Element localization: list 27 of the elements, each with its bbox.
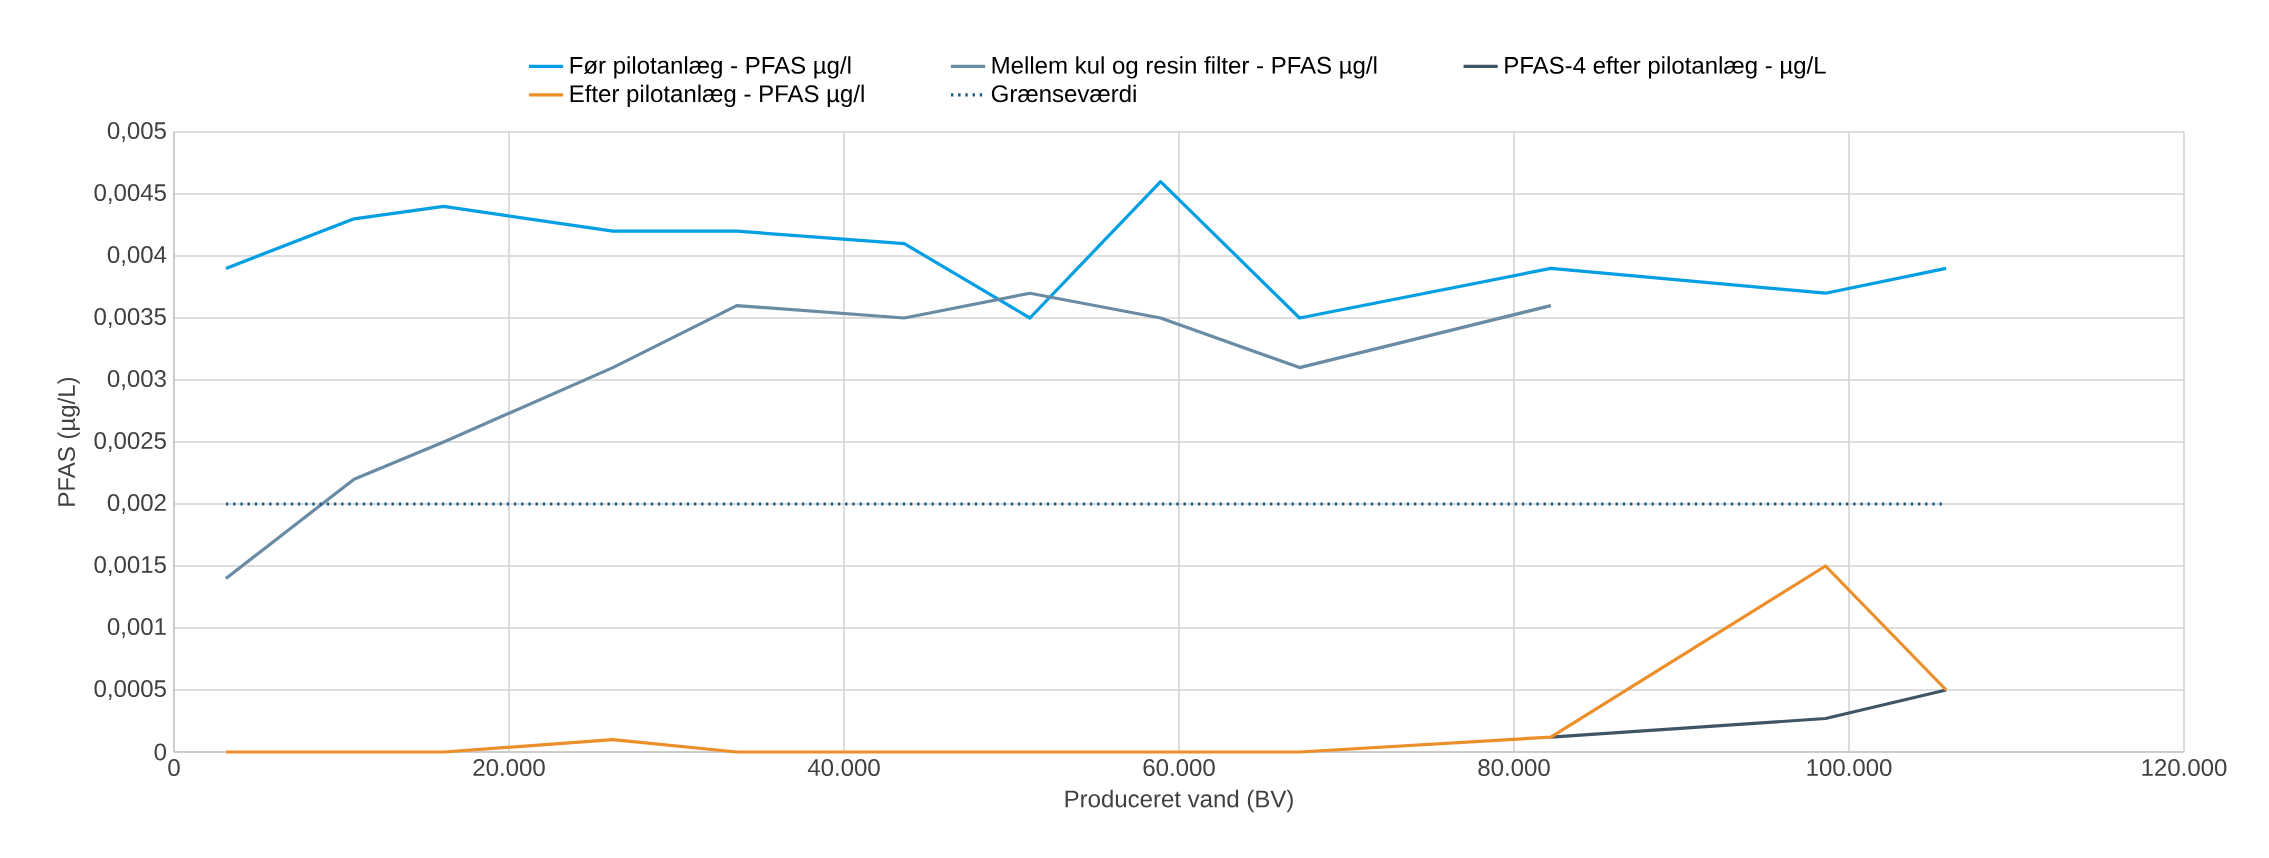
x-tick-label: 0: [168, 759, 180, 777]
x-tick-label: 80.000: [1478, 759, 1550, 777]
y-tick-label: 0,004: [107, 246, 167, 266]
y-tick-label: 0,002: [107, 494, 166, 514]
x-axis-title: Produceret vand (BV): [1065, 789, 1293, 813]
x-tick-label: 40.000: [807, 759, 880, 777]
legend-label: Før pilotanlæg - PFAS µg/l: [570, 56, 851, 79]
x-tick-label: 60.000: [1143, 759, 1215, 777]
line-series: [224, 291, 1553, 580]
y-axis-title: PFAS (µg/L): [57, 377, 80, 506]
x-tick-label: 20.000: [473, 759, 545, 777]
line-series: [224, 180, 1948, 320]
y-tick-label: 0,0015: [94, 556, 166, 576]
y-tick-label: 0,0005: [94, 680, 166, 700]
y-tick-label: 0,005: [107, 122, 166, 142]
legend-label: Mellem kul og resin filter - PFAS µg/l: [992, 56, 1377, 79]
y-tick-label: 0,0025: [94, 432, 166, 452]
y-tick-label: 0: [154, 743, 167, 761]
y-tick-label: 0,0035: [94, 308, 166, 328]
legend-label: Efter pilotanlæg - PFAS µg/l: [570, 84, 864, 107]
y-tick-label: 0,0045: [94, 184, 166, 204]
y-tick-label: 0,003: [107, 370, 166, 390]
x-tick-label: 100.000: [1807, 759, 1892, 777]
legend-label: PFAS-4 efter pilotanlæg - µg/L: [1505, 56, 1826, 79]
y-tick-label: 0,001: [107, 618, 166, 638]
x-tick-label: 120.000: [2142, 759, 2227, 777]
legend-label: Grænseværdi: [991, 84, 1136, 103]
